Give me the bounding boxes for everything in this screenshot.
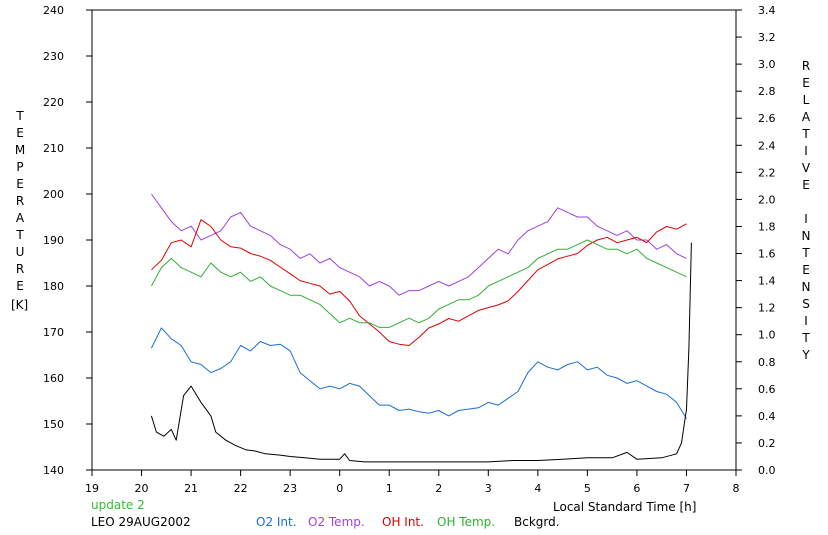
x-tick-label: 7 xyxy=(683,482,690,495)
series-line-oh-temp xyxy=(150,239,687,328)
x-tick-label: 23 xyxy=(283,482,297,495)
axis-title-letter: N xyxy=(801,280,811,294)
x-tick-label: 21 xyxy=(184,482,198,495)
axis-title-letter: U xyxy=(15,245,25,259)
legend-o2-int: O2 Int. xyxy=(256,515,297,529)
axis-title-letter xyxy=(798,194,814,211)
station-label: LEO 29AUG2002 xyxy=(91,515,191,529)
axis-title-letter: I xyxy=(804,212,808,226)
axis-title-letter: E xyxy=(802,263,810,277)
axis-title-letter: T xyxy=(802,246,810,260)
series-line-o2-int xyxy=(150,327,687,419)
axis-title-letter: T xyxy=(802,331,810,345)
right-y-tick-label: 2.2 xyxy=(758,166,776,179)
left-y-tick-label: 170 xyxy=(43,326,64,339)
series-line-bckgrd xyxy=(150,242,692,463)
axis-title-letter: M xyxy=(14,143,26,157)
x-tick-label: 20 xyxy=(135,482,149,495)
left-axis-unit: [K] xyxy=(11,298,29,312)
legend-bckgrd: Bckgrd. xyxy=(514,515,560,529)
series-line-o2-temp xyxy=(150,193,687,296)
right-y-tick-label: 1.0 xyxy=(758,329,776,342)
x-tick-label: 8 xyxy=(733,482,740,495)
axis-title-letter: I xyxy=(804,314,808,328)
axis-title-letter: V xyxy=(801,161,811,175)
right-y-tick-label: 2.0 xyxy=(758,193,776,206)
left-y-tick-label: 190 xyxy=(43,234,64,247)
axis-title-letter: N xyxy=(801,229,811,243)
axis-title-letter: T xyxy=(16,228,24,242)
left-y-tick-label: 220 xyxy=(43,96,64,109)
axis-title-letter: Y xyxy=(802,348,810,362)
right-y-tick-label: 2.6 xyxy=(758,112,776,125)
right-y-axis: 0.0 0.2 0.4 0.6 0.8 1.0 1.2 1.4 1.6 1.8 2.0 2.2 2.4 2… xyxy=(736,4,776,477)
axis-title-letter: I xyxy=(804,144,808,158)
x-tick-label: 2 xyxy=(435,482,442,495)
left-y-tick-label: 240 xyxy=(43,4,64,17)
axis-title-letter: L xyxy=(802,93,810,107)
right-y-tick-label: 3.0 xyxy=(758,58,776,71)
axis-title-letter: P xyxy=(16,160,24,174)
axis-title-letter: E xyxy=(802,178,810,192)
x-tick-label: 5 xyxy=(584,482,591,495)
axis-title-letter: S xyxy=(802,297,810,311)
right-y-tick-label: 1.2 xyxy=(758,302,776,315)
axis-title-letter: T xyxy=(802,127,810,141)
left-y-tick-label: 180 xyxy=(43,280,64,293)
series-layer xyxy=(150,193,692,463)
x-tick-label: 22 xyxy=(234,482,248,495)
axis-title-letter: R xyxy=(801,59,811,73)
axis-title-letter: E xyxy=(802,76,810,90)
legend-oh-int: OH Int. xyxy=(382,515,424,529)
right-y-tick-label: 0.8 xyxy=(758,356,776,369)
right-y-tick-label: 0.4 xyxy=(758,410,776,423)
update-label: update 2 xyxy=(91,498,145,512)
right-y-tick-label: 1.8 xyxy=(758,220,776,233)
x-tick-label: 6 xyxy=(633,482,640,495)
legend-oh-temp: OH Temp. xyxy=(437,515,496,529)
right-y-tick-label: 3.4 xyxy=(758,4,776,17)
series-line-oh-int xyxy=(151,219,687,346)
left-y-tick-label: 150 xyxy=(43,418,64,431)
left-y-tick-label: 230 xyxy=(43,50,64,63)
right-y-tick-label: 1.4 xyxy=(758,275,776,288)
x-axis: 19 20 21 22 23 0 1 2 3 4 5 6 7 8 xyxy=(85,470,740,495)
right-y-tick-label: 2.4 xyxy=(758,139,776,152)
right-y-tick-label: 1.6 xyxy=(758,248,776,261)
x-tick-label: 4 xyxy=(534,482,541,495)
left-y-tick-label: 160 xyxy=(43,372,64,385)
x-tick-label: 19 xyxy=(85,482,99,495)
axis-title-letter: T xyxy=(16,109,24,123)
left-y-tick-label: 200 xyxy=(43,188,64,201)
x-tick-label: 3 xyxy=(485,482,492,495)
axis-title-letter: E xyxy=(16,177,24,191)
right-y-tick-label: 0.0 xyxy=(758,464,776,477)
x-tick-label: 0 xyxy=(336,482,343,495)
legend-o2-temp: O2 Temp. xyxy=(308,515,365,529)
axis-title-letter: A xyxy=(801,110,811,124)
right-y-tick-label: 2.8 xyxy=(758,85,776,98)
x-tick-label: 1 xyxy=(386,482,393,495)
x-axis-label: Local Standard Time [h] xyxy=(553,500,697,514)
axis-title-letter: R xyxy=(15,262,25,276)
left-y-tick-label: 140 xyxy=(43,464,64,477)
axis-title-letter: E xyxy=(16,279,24,293)
left-y-axis: 140 150 160 170 180 190 200 210 220 230 240 xyxy=(43,4,92,477)
right-y-tick-label: 3.2 xyxy=(758,31,776,44)
right-y-tick-label: 0.6 xyxy=(758,383,776,396)
axis-title-letter: E xyxy=(16,126,24,140)
axis-title-letter: R xyxy=(15,194,25,208)
right-y-tick-label: 0.2 xyxy=(758,437,776,450)
axis-title-letter: A xyxy=(15,211,25,225)
left-y-tick-label: 210 xyxy=(43,142,64,155)
